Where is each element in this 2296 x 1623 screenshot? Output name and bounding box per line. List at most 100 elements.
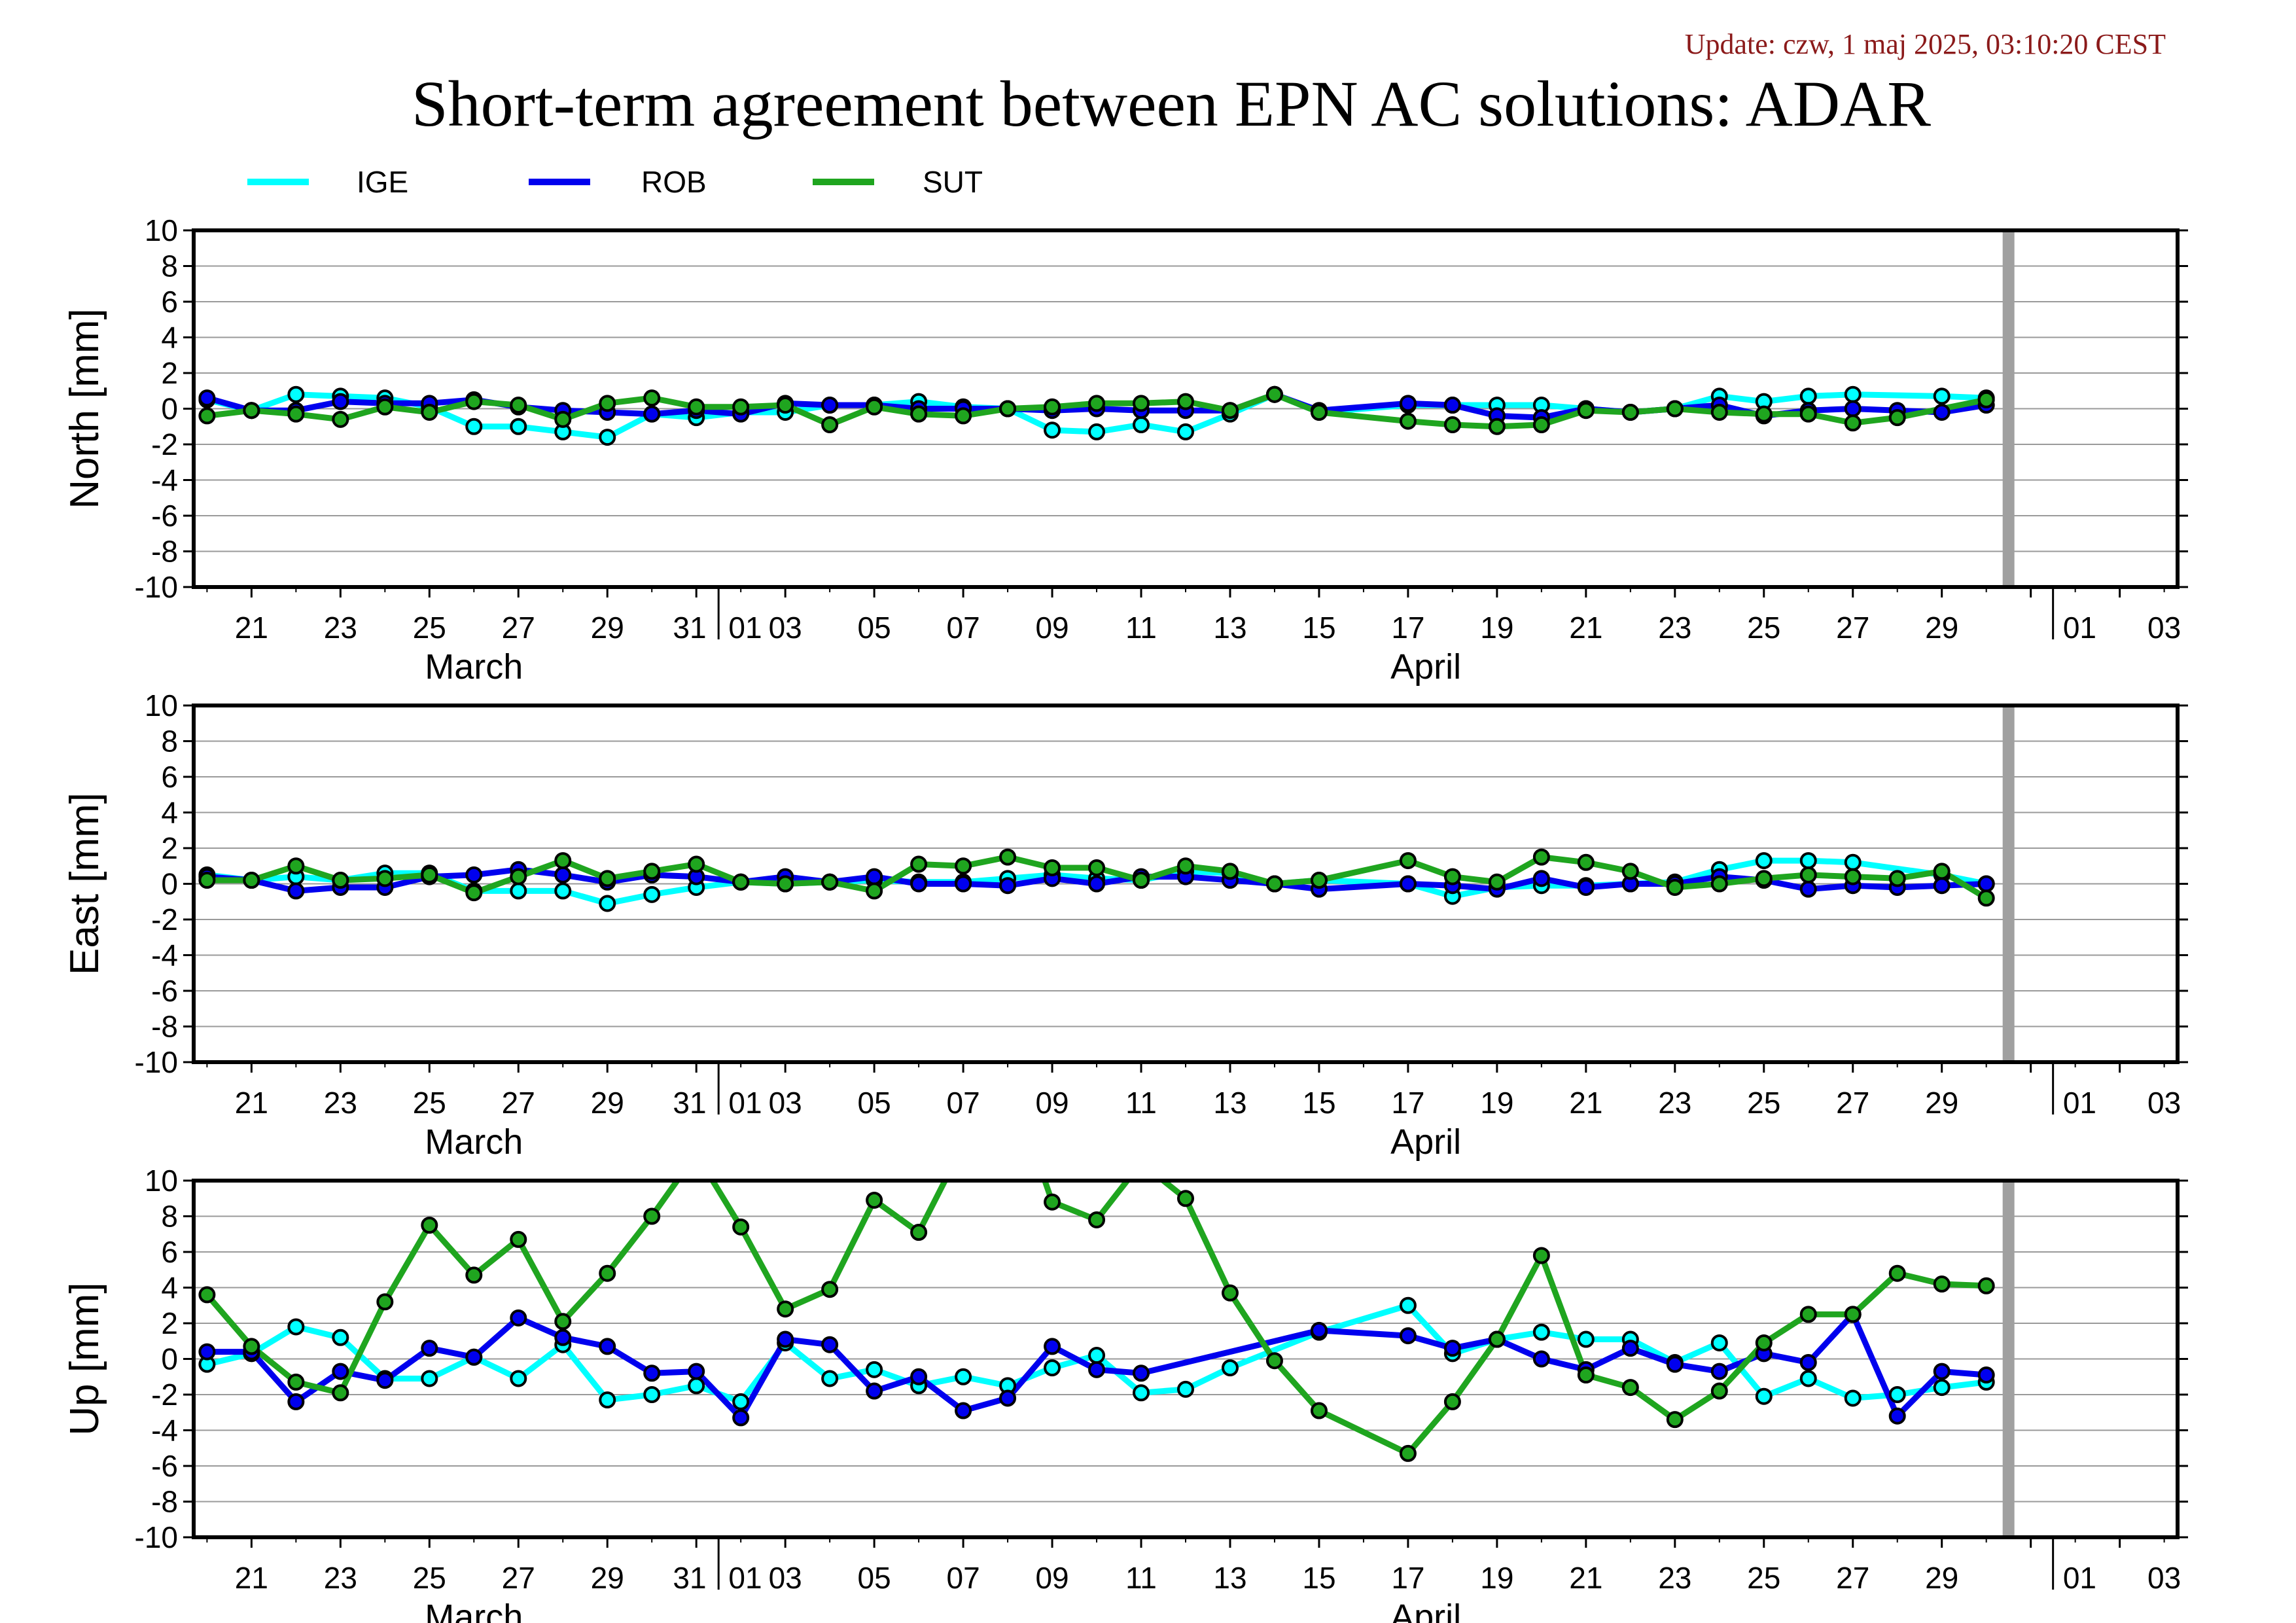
data-point-ige: [510, 1370, 527, 1387]
data-point-sut: [1710, 1382, 1728, 1400]
x-tick-label: 23: [1658, 1086, 1691, 1120]
data-point-sut: [243, 402, 260, 419]
legend: IGE ROB SUT: [247, 165, 983, 199]
data-point-rob: [910, 1368, 928, 1385]
y-tick-label: 10: [145, 688, 178, 722]
data-point-sut: [1177, 1190, 1194, 1207]
x-tick-label: 15: [1302, 1086, 1335, 1120]
month-label: April: [1390, 647, 1461, 687]
x-tick-label: 11: [1125, 1086, 1157, 1120]
x-tick-label: 21: [235, 611, 268, 645]
data-point-rob: [1443, 397, 1461, 414]
x-tick-label: 01: [728, 1086, 762, 1120]
data-point-ige: [510, 418, 527, 435]
data-point-rob: [332, 393, 349, 410]
x-tick-label: 27: [1836, 1561, 1869, 1595]
data-point-sut: [1265, 1352, 1283, 1370]
data-point-sut: [243, 1338, 260, 1355]
data-point-rob: [1088, 1361, 1106, 1378]
data-point-sut: [732, 1218, 750, 1236]
x-tick-label: 27: [502, 611, 535, 645]
y-tick-label: 4: [161, 1271, 178, 1305]
data-point-rob: [821, 1336, 839, 1353]
data-point-sut: [732, 398, 750, 416]
x-tick-label: 07: [947, 1086, 980, 1120]
x-tick-label: 19: [1480, 1086, 1513, 1120]
x-tick-label: 27: [502, 1086, 535, 1120]
y-tick-label: 0: [161, 392, 178, 426]
y-tick-label: 6: [161, 1235, 178, 1269]
data-point-sut: [1977, 1277, 1995, 1294]
data-point-sut: [1577, 1366, 1595, 1384]
data-point-sut: [866, 398, 883, 416]
data-point-sut: [1755, 1334, 1773, 1351]
x-tick-label: 03: [2147, 611, 2181, 645]
data-point-rob: [1133, 1364, 1150, 1382]
x-tick-label: 11: [1125, 1561, 1157, 1595]
data-point-rob: [1621, 1340, 1639, 1357]
y-tick-label: -2: [151, 427, 178, 461]
y-tick-label: 2: [161, 831, 178, 865]
x-tick-label: 25: [1747, 1561, 1780, 1595]
data-point-sut: [1888, 870, 1906, 887]
month-label: March: [425, 1597, 523, 1623]
y-tick-label: -4: [151, 938, 178, 972]
data-point-sut: [287, 857, 305, 875]
data-point-sut: [1888, 409, 1906, 427]
month-label: April: [1390, 1122, 1461, 1162]
data-point-rob: [1310, 1321, 1328, 1339]
data-point-sut: [821, 1281, 839, 1298]
data-point-sut: [1221, 1284, 1239, 1302]
data-point-sut: [866, 1191, 883, 1209]
data-point-sut: [243, 872, 260, 889]
data-point-sut: [554, 1313, 572, 1330]
x-tick-label: 03: [769, 1086, 802, 1120]
data-point-ige: [1088, 1347, 1106, 1364]
data-point-rob: [955, 1402, 972, 1419]
data-point-rob: [688, 1363, 705, 1380]
data-point-sut: [643, 389, 661, 407]
data-point-sut: [198, 872, 216, 889]
x-tick-label: 03: [2147, 1561, 2181, 1595]
series-line-sut: [203, 854, 1990, 901]
data-point-sut: [1443, 868, 1461, 885]
data-point-sut: [1577, 853, 1595, 871]
data-point-ige: [510, 882, 527, 900]
x-tick-label: 07: [947, 1561, 980, 1595]
data-point-sut: [198, 1286, 216, 1304]
chart-title: Short-term agreement between EPN AC solu…: [412, 67, 1931, 140]
data-point-sut: [955, 857, 972, 875]
x-tick-label: 03: [769, 611, 802, 645]
data-point-sut: [1310, 1402, 1328, 1419]
data-point-sut: [777, 875, 794, 893]
data-point-rob: [643, 405, 661, 423]
data-point-rob: [376, 1372, 394, 1389]
data-point-rob: [287, 1393, 305, 1410]
data-point-sut: [688, 398, 705, 416]
x-tick-label: 27: [502, 1561, 535, 1595]
y-tick-label: 8: [161, 1200, 178, 1234]
data-point-rob: [198, 1343, 216, 1361]
data-point-ige: [332, 1329, 349, 1346]
data-point-rob: [866, 868, 883, 885]
data-point-rob: [999, 1389, 1017, 1407]
data-point-sut: [376, 398, 394, 416]
x-tick-label: 05: [858, 611, 891, 645]
data-point-ige: [1221, 1359, 1239, 1377]
month-label: April: [1390, 1597, 1461, 1623]
data-point-sut: [1265, 875, 1283, 893]
data-point-rob: [910, 875, 928, 893]
data-point-ige: [1577, 1330, 1595, 1348]
data-point-ige: [1799, 387, 1817, 405]
y-tick-label: -8: [151, 535, 178, 569]
data-point-sut: [465, 884, 483, 902]
data-point-sut: [1265, 385, 1283, 403]
y-tick-label: -10: [135, 1520, 178, 1554]
y-tick-label: 10: [145, 213, 178, 247]
data-point-rob: [1044, 1338, 1061, 1355]
data-point-rob: [1933, 1363, 1951, 1380]
x-tick-label: 29: [1925, 1086, 1958, 1120]
